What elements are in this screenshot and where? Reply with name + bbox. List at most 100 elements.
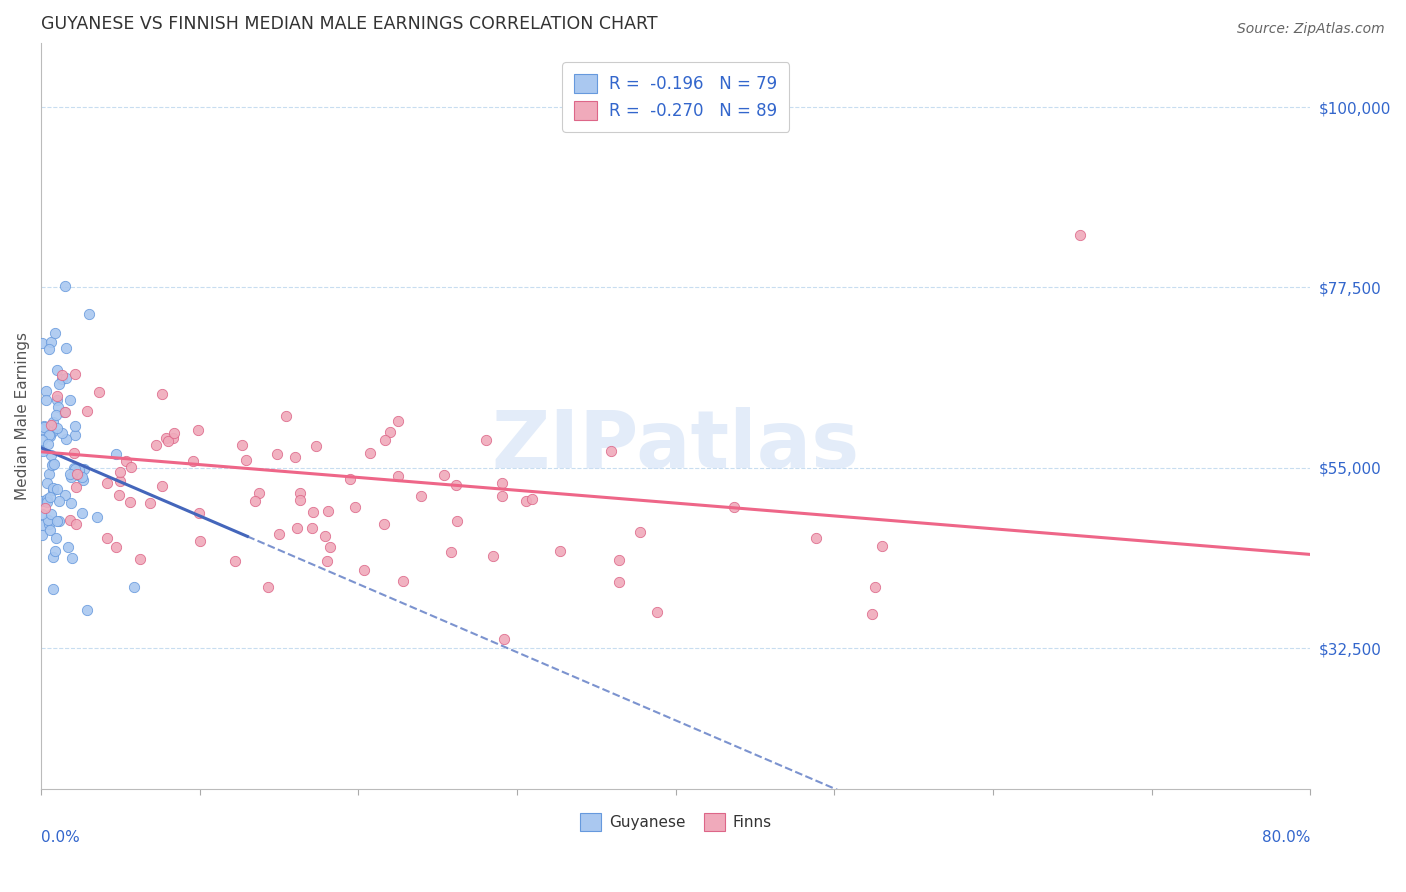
Point — [38, 427, 60, 442]
Point — [181, 454, 204, 468]
Point — [316, 554, 339, 568]
Point — [301, 505, 323, 519]
Point — [76, 602, 98, 616]
Point — [145, 438, 167, 452]
Point — [63, 462, 86, 476]
Point — [269, 527, 291, 541]
Point — [231, 438, 253, 452]
Point — [39, 429, 62, 443]
Point — [65, 516, 87, 531]
Point — [124, 580, 146, 594]
Point — [339, 472, 361, 486]
Point — [804, 531, 827, 545]
Text: Source: ZipAtlas.com: Source: ZipAtlas.com — [1237, 22, 1385, 37]
Point — [35, 476, 58, 491]
Point — [59, 467, 82, 481]
Point — [314, 529, 336, 543]
Point — [115, 453, 138, 467]
Point — [63, 461, 86, 475]
Point — [645, 605, 668, 619]
Point — [38, 342, 60, 356]
Point — [870, 539, 893, 553]
Point — [520, 491, 543, 506]
Point — [59, 392, 82, 407]
Point — [73, 462, 96, 476]
Point — [128, 552, 150, 566]
Point — [319, 541, 342, 555]
Point — [257, 580, 280, 594]
Point — [42, 458, 65, 472]
Point — [72, 473, 94, 487]
Point — [41, 415, 63, 429]
Point — [65, 428, 87, 442]
Point — [48, 493, 70, 508]
Point — [723, 500, 745, 514]
Point — [162, 431, 184, 445]
Point — [32, 420, 55, 434]
Point — [110, 475, 132, 489]
Point — [150, 478, 173, 492]
Y-axis label: Median Male Earnings: Median Male Earnings — [15, 332, 30, 500]
Point — [39, 490, 62, 504]
Point — [46, 393, 69, 408]
Point — [548, 544, 571, 558]
Point — [55, 371, 77, 385]
Point — [35, 384, 58, 398]
Point — [108, 488, 131, 502]
Point — [77, 307, 100, 321]
Point — [96, 476, 118, 491]
Point — [44, 544, 66, 558]
Point — [1069, 228, 1091, 243]
Point — [46, 401, 69, 415]
Point — [44, 326, 66, 340]
Point — [482, 549, 505, 563]
Point — [46, 482, 69, 496]
Point — [96, 531, 118, 545]
Point — [38, 516, 60, 531]
Point — [301, 520, 323, 534]
Point — [288, 486, 311, 500]
Point — [305, 439, 328, 453]
Point — [628, 524, 651, 539]
Point — [59, 513, 82, 527]
Point — [45, 421, 67, 435]
Legend: Guyanese, Finns: Guyanese, Finns — [574, 807, 778, 837]
Point — [235, 453, 257, 467]
Point — [31, 494, 53, 508]
Point — [247, 485, 270, 500]
Point — [110, 465, 132, 479]
Point — [31, 518, 53, 533]
Point — [104, 540, 127, 554]
Point — [163, 426, 186, 441]
Point — [56, 540, 79, 554]
Point — [285, 521, 308, 535]
Point — [607, 552, 630, 566]
Point — [288, 493, 311, 508]
Point — [266, 447, 288, 461]
Point — [274, 409, 297, 424]
Point — [32, 444, 55, 458]
Point — [39, 448, 62, 462]
Point — [31, 422, 53, 436]
Point — [41, 425, 63, 439]
Point — [515, 494, 537, 508]
Point — [359, 446, 381, 460]
Point — [48, 514, 70, 528]
Point — [53, 405, 76, 419]
Point — [35, 492, 58, 507]
Point — [63, 367, 86, 381]
Point — [37, 437, 59, 451]
Point — [318, 504, 340, 518]
Point — [39, 335, 62, 350]
Point — [156, 434, 179, 449]
Point — [31, 507, 53, 521]
Point — [59, 470, 82, 484]
Point — [76, 404, 98, 418]
Text: 0.0%: 0.0% — [41, 830, 80, 845]
Point — [67, 468, 90, 483]
Point — [59, 496, 82, 510]
Point — [187, 423, 209, 437]
Point — [224, 554, 246, 568]
Point — [187, 507, 209, 521]
Point — [65, 480, 87, 494]
